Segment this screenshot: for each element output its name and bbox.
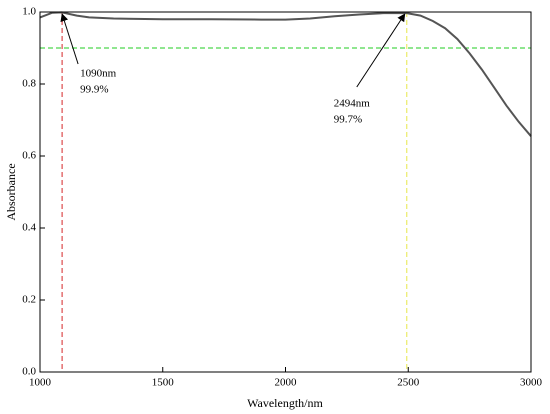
plot-frame [39,11,532,373]
y-tick-label: 1.0 [22,6,36,18]
y-tick-label: 0.6 [22,150,36,162]
x-tick-label: 2000 [275,377,298,389]
y-tick-label: 0.0 [22,366,36,378]
annotation: 99.9% [80,84,108,96]
y-tick-label: 0.2 [22,294,36,306]
annotation: 99.7% [334,114,362,126]
y-tick-label: 0.8 [22,78,36,90]
annotation: 1090nm [80,68,117,80]
annotation: 2494nm [334,98,371,110]
x-tick-label: 1500 [152,377,175,389]
x-tick-label: 1000 [29,377,52,389]
x-axis-label: Wavelength/nm [247,396,323,410]
annotation-arrow [356,13,406,88]
x-tick-label: 3000 [520,377,543,389]
annotation-arrow [60,13,79,65]
x-tick-label: 2500 [397,377,420,389]
data-line [39,11,532,137]
y-tick-label: 0.4 [22,222,36,234]
y-axis-label: Absorbance [4,163,18,220]
